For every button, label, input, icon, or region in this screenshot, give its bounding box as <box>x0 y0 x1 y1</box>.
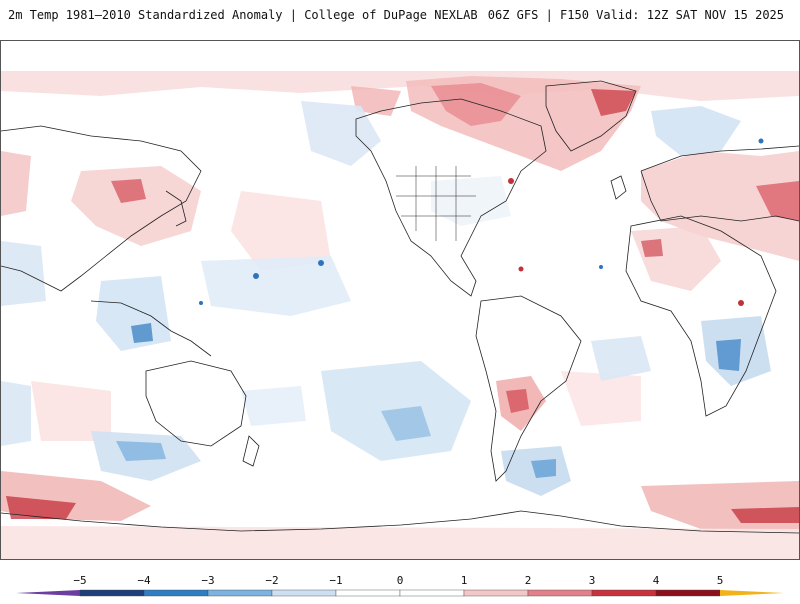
colorbar-segment <box>335 589 401 597</box>
colorbar-tick-label: 2 <box>525 574 532 587</box>
colorbar-segment <box>399 589 465 597</box>
colorbar-segment <box>527 589 593 597</box>
colorbar-segment <box>207 589 273 597</box>
colorbar-below-arrow <box>16 590 80 596</box>
colorbar-svg: −5 −4 −3 −2 −1 0 1 2 3 4 5 <box>16 574 784 597</box>
map-title: 2m Temp 1981–2010 Standardized Anomaly |… <box>8 8 478 22</box>
header: 2m Temp 1981–2010 Standardized Anomaly |… <box>0 0 800 40</box>
colorbar-segment <box>79 589 145 597</box>
colorbar-tick-label: −2 <box>265 574 278 587</box>
colorbar-tick-label: 4 <box>653 574 660 587</box>
map-canvas <box>1 41 799 559</box>
colorbar-segment <box>655 589 721 597</box>
colorbar-tick-label: 5 <box>717 574 724 587</box>
colorbar-tick-label: 3 <box>589 574 596 587</box>
colorbar-segment <box>463 589 529 597</box>
colorbar-legend: −5 −4 −3 −2 −1 0 1 2 3 4 5 <box>0 568 800 600</box>
colorbar-above-arrow <box>720 590 784 596</box>
colorbar-tick-label: −3 <box>201 574 214 587</box>
colorbar-tick-label: 1 <box>461 574 468 587</box>
us-state-lines <box>396 166 476 241</box>
colorbar-tick-label: −1 <box>329 574 342 587</box>
colorbar-segment <box>143 589 209 597</box>
intense-cells <box>199 138 764 306</box>
colorbar-tick-label: −5 <box>73 574 86 587</box>
cool-anomalies <box>1 101 771 496</box>
colorbar-tick-label: 0 <box>397 574 404 587</box>
colorbar-tick-label: −4 <box>137 574 151 587</box>
colorbar-segment <box>591 589 657 597</box>
anomaly-map <box>0 40 800 560</box>
model-run-info: 06Z GFS | F150 Valid: 12Z SAT NOV 15 202… <box>487 8 784 22</box>
continent-outlines <box>1 80 799 534</box>
colorbar-segment <box>271 589 337 597</box>
